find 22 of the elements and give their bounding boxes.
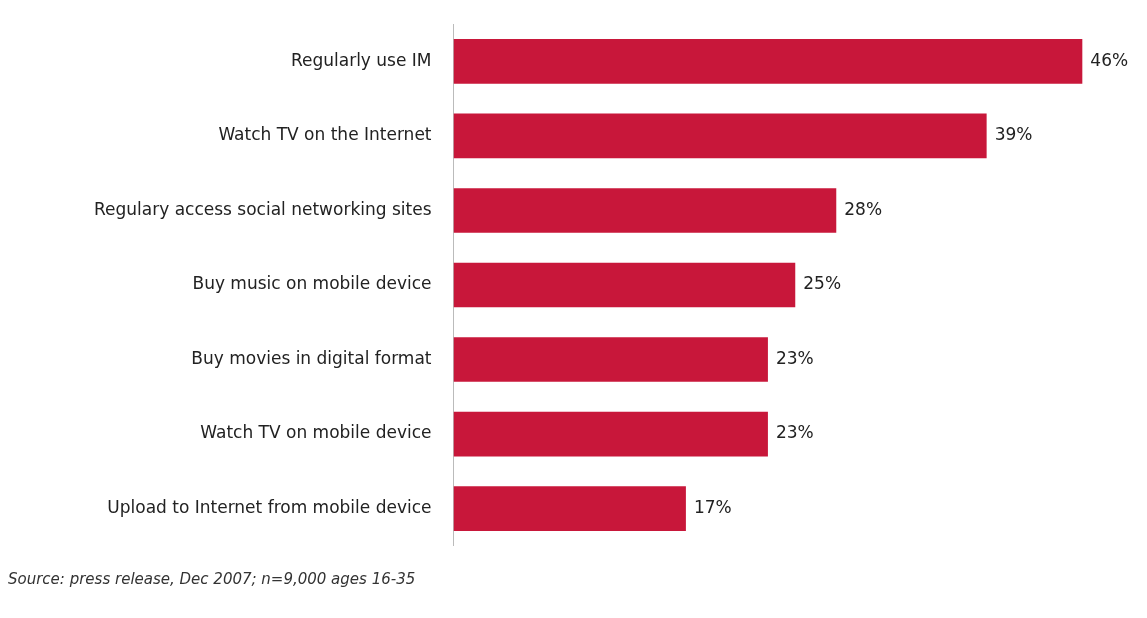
data-label: 28%: [844, 198, 883, 219]
y-tick-label: Upload to Internet from mobile device: [107, 496, 432, 517]
data-label: 17%: [693, 496, 732, 517]
y-tick-label: Regularly use IM: [290, 49, 432, 70]
y-tick-label: Buy music on mobile device: [192, 273, 432, 294]
data-label: 23%: [775, 422, 814, 443]
data-label: 25%: [803, 273, 842, 294]
source-note: Source: press release, Dec 2007; n=9,000 ages 16-35: [7, 570, 417, 588]
data-label: 23%: [775, 347, 814, 368]
data-label: 46%: [1090, 49, 1129, 70]
bar: [453, 411, 768, 457]
bar: [453, 337, 768, 382]
bar: [453, 486, 686, 531]
bar: [453, 39, 1083, 84]
data-label: 39%: [994, 124, 1033, 145]
bar: [453, 113, 987, 159]
bar: [453, 262, 796, 308]
y-tick-label: Buy movies in digital format: [191, 347, 432, 368]
y-tick-label: Watch TV on the Internet: [218, 124, 432, 145]
y-tick-label: Regulary access social networking sites: [93, 198, 432, 219]
y-tick-label: Watch TV on mobile device: [200, 422, 432, 443]
bar: [453, 188, 837, 233]
